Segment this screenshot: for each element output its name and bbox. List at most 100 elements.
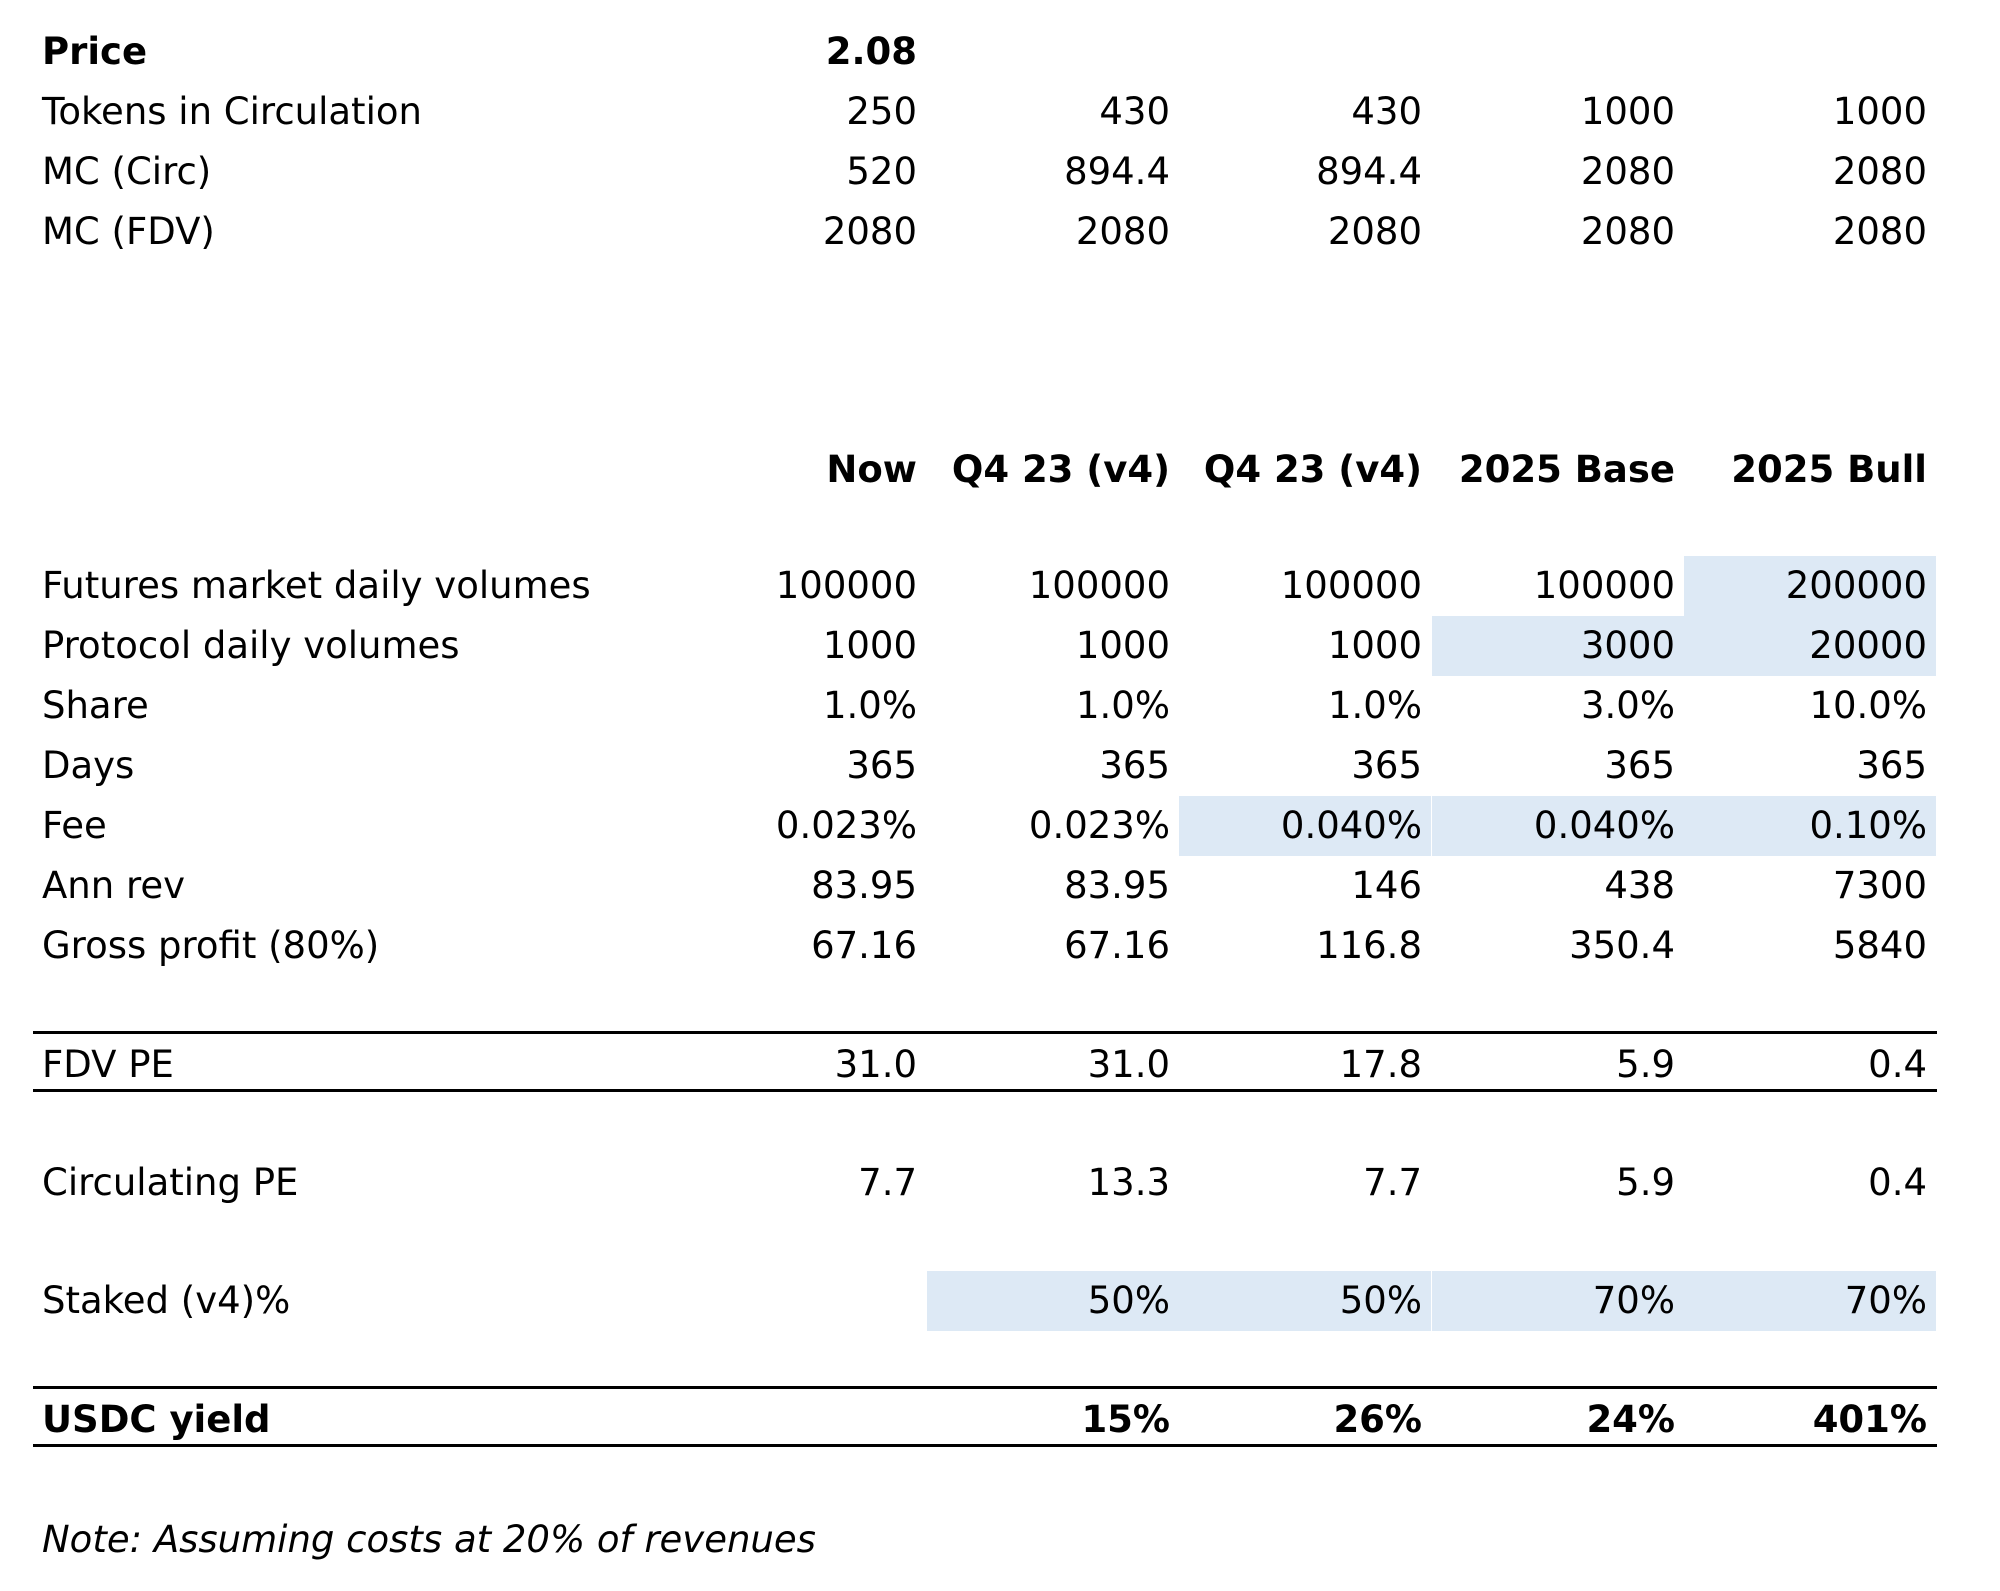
cell: 0.023% [775,804,917,847]
rule-bottom-usdc-yield [33,1444,1937,1447]
cell: 2080 [1832,150,1927,193]
cell: 430 [1099,90,1170,133]
cell: 10.0% [1809,684,1927,727]
cell: 100000 [1280,564,1422,607]
input-cell[interactable]: 0.040% [1179,796,1431,856]
input-cell[interactable]: 200000 [1684,556,1936,616]
cell: 13.3 [1087,1161,1170,1204]
header-row: Now Q4 23 (v4) Q4 23 (v4) 2025 Base 2025… [0,440,2000,500]
input-cell[interactable]: 70% [1432,1271,1684,1331]
cell: 116.8 [1316,924,1422,967]
row-label: MC (Circ) [42,150,212,193]
cell: 2080 [822,210,917,253]
row-protocol-daily-volumes: Protocol daily volumes 1000 1000 1000 30… [0,616,2000,676]
row-fee: Fee 0.023% 0.023% 0.040% 0.040% 0.10% [0,796,2000,856]
cell: 401% [1812,1398,1927,1441]
cell: 0.4 [1868,1161,1927,1204]
cell: 250 [846,90,917,133]
column-header-now: Now [826,448,917,491]
row-futures-market-daily-volumes: Futures market daily volumes 100000 1000… [0,556,2000,616]
row-label: Price [42,30,148,73]
cell: 430 [1351,90,1422,133]
cell: 2080 [1075,210,1170,253]
cell: 894.4 [1064,150,1170,193]
cell: 1.0% [823,684,917,727]
rule-top-usdc-yield [33,1386,1937,1389]
cell: 2080 [1327,210,1422,253]
cell: 1000 [1832,90,1927,133]
cell: 31.0 [834,1043,917,1086]
input-cell[interactable]: 70% [1684,1271,1936,1331]
row-staked-v4: Staked (v4)% 50% 50% 70% 70% [0,1271,2000,1331]
input-cell[interactable]: 50% [927,1271,1179,1331]
row-tokens-in-circulation: Tokens in Circulation 250 430 430 1000 1… [0,82,2000,142]
cell: 2080 [1832,210,1927,253]
row-gross-profit: Gross profit (80%) 67.16 67.16 116.8 350… [0,916,2000,976]
row-label: Fee [42,804,107,847]
cell: 146 [1351,864,1422,907]
column-header-2025-bull: 2025 Bull [1731,448,1927,491]
cell: 365 [1604,744,1675,787]
row-fdv-pe: FDV PE 31.0 31.0 17.8 5.9 0.4 [0,1035,2000,1095]
row-label: Days [42,744,135,787]
row-days: Days 365 365 365 365 365 [0,736,2000,796]
cell: 365 [1351,744,1422,787]
cell: 7.7 [1363,1161,1422,1204]
row-label: Tokens in Circulation [42,90,422,133]
row-label: Circulating PE [42,1161,299,1204]
row-label: Staked (v4)% [42,1279,291,1322]
cell: 24% [1586,1398,1675,1441]
row-label: Share [42,684,149,727]
column-header-2025-base: 2025 Base [1458,448,1675,491]
row-label: Protocol daily volumes [42,624,460,667]
row-label: FDV PE [42,1043,174,1086]
row-circulating-pe: Circulating PE 7.7 13.3 7.7 5.9 0.4 [0,1153,2000,1213]
cell: 0.4 [1868,1043,1927,1086]
cell: 5.9 [1616,1043,1675,1086]
row-ann-rev: Ann rev 83.95 83.95 146 438 7300 [0,856,2000,916]
row-label: Futures market daily volumes [42,564,591,607]
cell: 350.4 [1569,924,1675,967]
cell: 3.0% [1581,684,1675,727]
cell: 365 [846,744,917,787]
column-header-q4-23-v4-alt: Q4 23 (v4) [1203,448,1422,491]
input-cell[interactable]: 20000 [1684,616,1936,676]
input-cell[interactable]: 50% [1179,1271,1431,1331]
cell: 26% [1333,1398,1422,1441]
cell: 5840 [1832,924,1927,967]
input-cell[interactable]: 0.10% [1684,796,1936,856]
row-mc-circ: MC (Circ) 520 894.4 894.4 2080 2080 [0,142,2000,202]
input-cell[interactable]: 0.040% [1432,796,1684,856]
column-header-q4-23-v4: Q4 23 (v4) [951,448,1170,491]
cell: 5.9 [1616,1161,1675,1204]
cell: 1.0% [1328,684,1422,727]
cell: 100000 [1533,564,1675,607]
cell: 365 [1856,744,1927,787]
row-usdc-yield: USDC yield 15% 26% 24% 401% [0,1390,2000,1450]
cell: 438 [1604,864,1675,907]
cell: 100000 [1028,564,1170,607]
cell: 17.8 [1339,1043,1422,1086]
input-cell[interactable]: 3000 [1432,616,1684,676]
row-label: MC (FDV) [42,210,215,253]
cell: 7.7 [858,1161,917,1204]
cell [674,1390,926,1450]
cell: 1000 [1075,624,1170,667]
cell: 83.95 [1064,864,1170,907]
cell: 7300 [1832,864,1927,907]
cell [674,1271,926,1331]
rule-bottom-fdv-pe [33,1089,1937,1092]
row-label: Gross profit (80%) [42,924,380,967]
row-label: Ann rev [42,864,186,907]
cell: 2080 [1580,150,1675,193]
row-price: Price 2.08 [0,22,2000,82]
cell: 365 [1099,744,1170,787]
cell: 894.4 [1316,150,1422,193]
cell: 100000 [775,564,917,607]
price-value: 2.08 [825,30,917,73]
cell: 1000 [1327,624,1422,667]
cell: 1000 [822,624,917,667]
cell: 67.16 [811,924,917,967]
cell: 1.0% [1076,684,1170,727]
cell: 15% [1081,1398,1170,1441]
